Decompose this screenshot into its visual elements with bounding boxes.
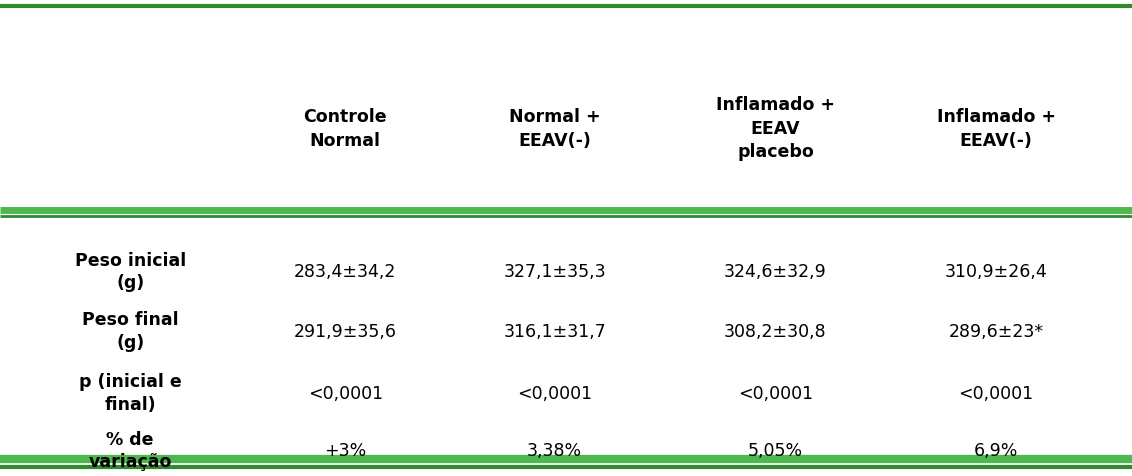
Text: p (inicial e
final): p (inicial e final) — [79, 373, 181, 413]
Text: 324,6±32,9: 324,6±32,9 — [724, 262, 826, 280]
Text: % de
variação: % de variação — [88, 430, 172, 470]
Text: 6,9%: 6,9% — [974, 441, 1019, 459]
Text: <0,0001: <0,0001 — [959, 384, 1034, 402]
Text: 308,2±30,8: 308,2±30,8 — [724, 322, 826, 340]
Text: 283,4±34,2: 283,4±34,2 — [294, 262, 396, 280]
Text: 316,1±31,7: 316,1±31,7 — [504, 322, 606, 340]
Text: Normal +
EEAV(-): Normal + EEAV(-) — [509, 108, 600, 149]
Text: 327,1±35,3: 327,1±35,3 — [504, 262, 606, 280]
Text: 289,6±23*: 289,6±23* — [949, 322, 1044, 340]
Text: Inflamado +
EEAV
placebo: Inflamado + EEAV placebo — [715, 96, 835, 161]
Text: 3,38%: 3,38% — [528, 441, 582, 459]
Text: 291,9±35,6: 291,9±35,6 — [294, 322, 396, 340]
Text: Inflamado +
EEAV(-): Inflamado + EEAV(-) — [936, 108, 1056, 149]
Text: +3%: +3% — [324, 441, 367, 459]
Text: <0,0001: <0,0001 — [517, 384, 592, 402]
Text: 5,05%: 5,05% — [748, 441, 803, 459]
Text: 310,9±26,4: 310,9±26,4 — [945, 262, 1047, 280]
Text: <0,0001: <0,0001 — [308, 384, 383, 402]
Text: Peso final
(g): Peso final (g) — [82, 311, 179, 351]
Text: Controle
Normal: Controle Normal — [303, 108, 387, 149]
Text: <0,0001: <0,0001 — [738, 384, 813, 402]
Text: Peso inicial
(g): Peso inicial (g) — [75, 251, 186, 291]
